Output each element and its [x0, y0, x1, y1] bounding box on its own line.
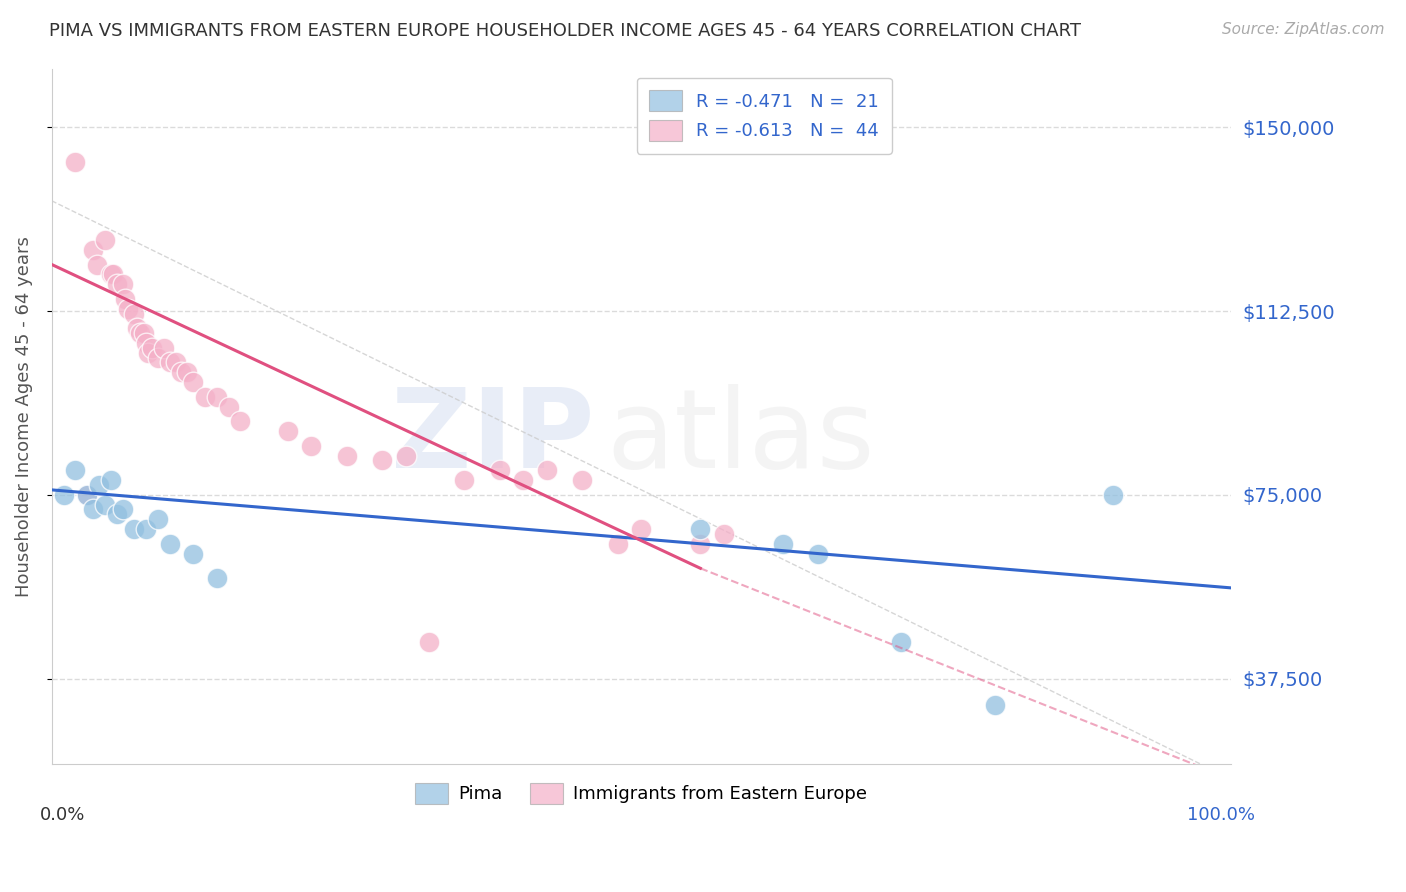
Point — [94, 233, 117, 247]
Point — [111, 502, 134, 516]
Point — [170, 365, 193, 379]
Point — [124, 306, 146, 320]
Point — [571, 473, 593, 487]
Point — [713, 527, 735, 541]
Point — [100, 473, 122, 487]
Text: ZIP: ZIP — [391, 384, 595, 491]
Point — [689, 522, 711, 536]
Text: Source: ZipAtlas.com: Source: ZipAtlas.com — [1222, 22, 1385, 37]
Point — [65, 154, 87, 169]
Text: atlas: atlas — [606, 384, 875, 491]
Point — [86, 258, 108, 272]
Point — [453, 473, 475, 487]
Point — [129, 326, 152, 340]
Point — [512, 473, 534, 487]
Point — [76, 488, 98, 502]
Point — [114, 292, 136, 306]
Point — [105, 508, 128, 522]
Y-axis label: Householder Income Ages 45 - 64 years: Householder Income Ages 45 - 64 years — [15, 236, 32, 597]
Point — [394, 449, 416, 463]
Point — [124, 522, 146, 536]
Text: 0.0%: 0.0% — [39, 806, 86, 824]
Point — [165, 355, 187, 369]
Point — [152, 341, 174, 355]
Point — [159, 537, 181, 551]
Point — [984, 698, 1007, 713]
Point — [418, 634, 440, 648]
Point — [146, 512, 169, 526]
Point — [229, 414, 252, 428]
Point — [135, 335, 157, 350]
Point — [181, 375, 204, 389]
Point — [87, 478, 110, 492]
Point — [335, 449, 357, 463]
Point — [65, 463, 87, 477]
Point — [205, 390, 228, 404]
Legend: Pima, Immigrants from Eastern Europe: Pima, Immigrants from Eastern Europe — [408, 776, 875, 811]
Point — [159, 355, 181, 369]
Point — [117, 301, 139, 316]
Point — [772, 537, 794, 551]
Point — [205, 571, 228, 585]
Point — [1102, 488, 1125, 502]
Point — [181, 547, 204, 561]
Point — [536, 463, 558, 477]
Point — [630, 522, 652, 536]
Point — [101, 268, 124, 282]
Point — [138, 345, 160, 359]
Point — [105, 277, 128, 292]
Point — [176, 365, 198, 379]
Point — [94, 498, 117, 512]
Text: 100.0%: 100.0% — [1187, 806, 1254, 824]
Point — [489, 463, 512, 477]
Point — [218, 400, 240, 414]
Point — [82, 502, 104, 516]
Text: PIMA VS IMMIGRANTS FROM EASTERN EUROPE HOUSEHOLDER INCOME AGES 45 - 64 YEARS COR: PIMA VS IMMIGRANTS FROM EASTERN EUROPE H… — [49, 22, 1081, 40]
Point — [194, 390, 217, 404]
Point — [890, 634, 912, 648]
Point — [135, 522, 157, 536]
Point — [52, 488, 75, 502]
Point — [146, 351, 169, 365]
Point — [111, 277, 134, 292]
Point — [606, 537, 628, 551]
Point — [689, 537, 711, 551]
Point — [371, 453, 394, 467]
Point — [100, 268, 122, 282]
Point — [299, 439, 322, 453]
Point — [76, 488, 98, 502]
Point — [82, 243, 104, 257]
Point — [277, 424, 299, 438]
Point — [132, 326, 155, 340]
Point — [807, 547, 830, 561]
Point — [125, 321, 148, 335]
Point — [141, 341, 163, 355]
